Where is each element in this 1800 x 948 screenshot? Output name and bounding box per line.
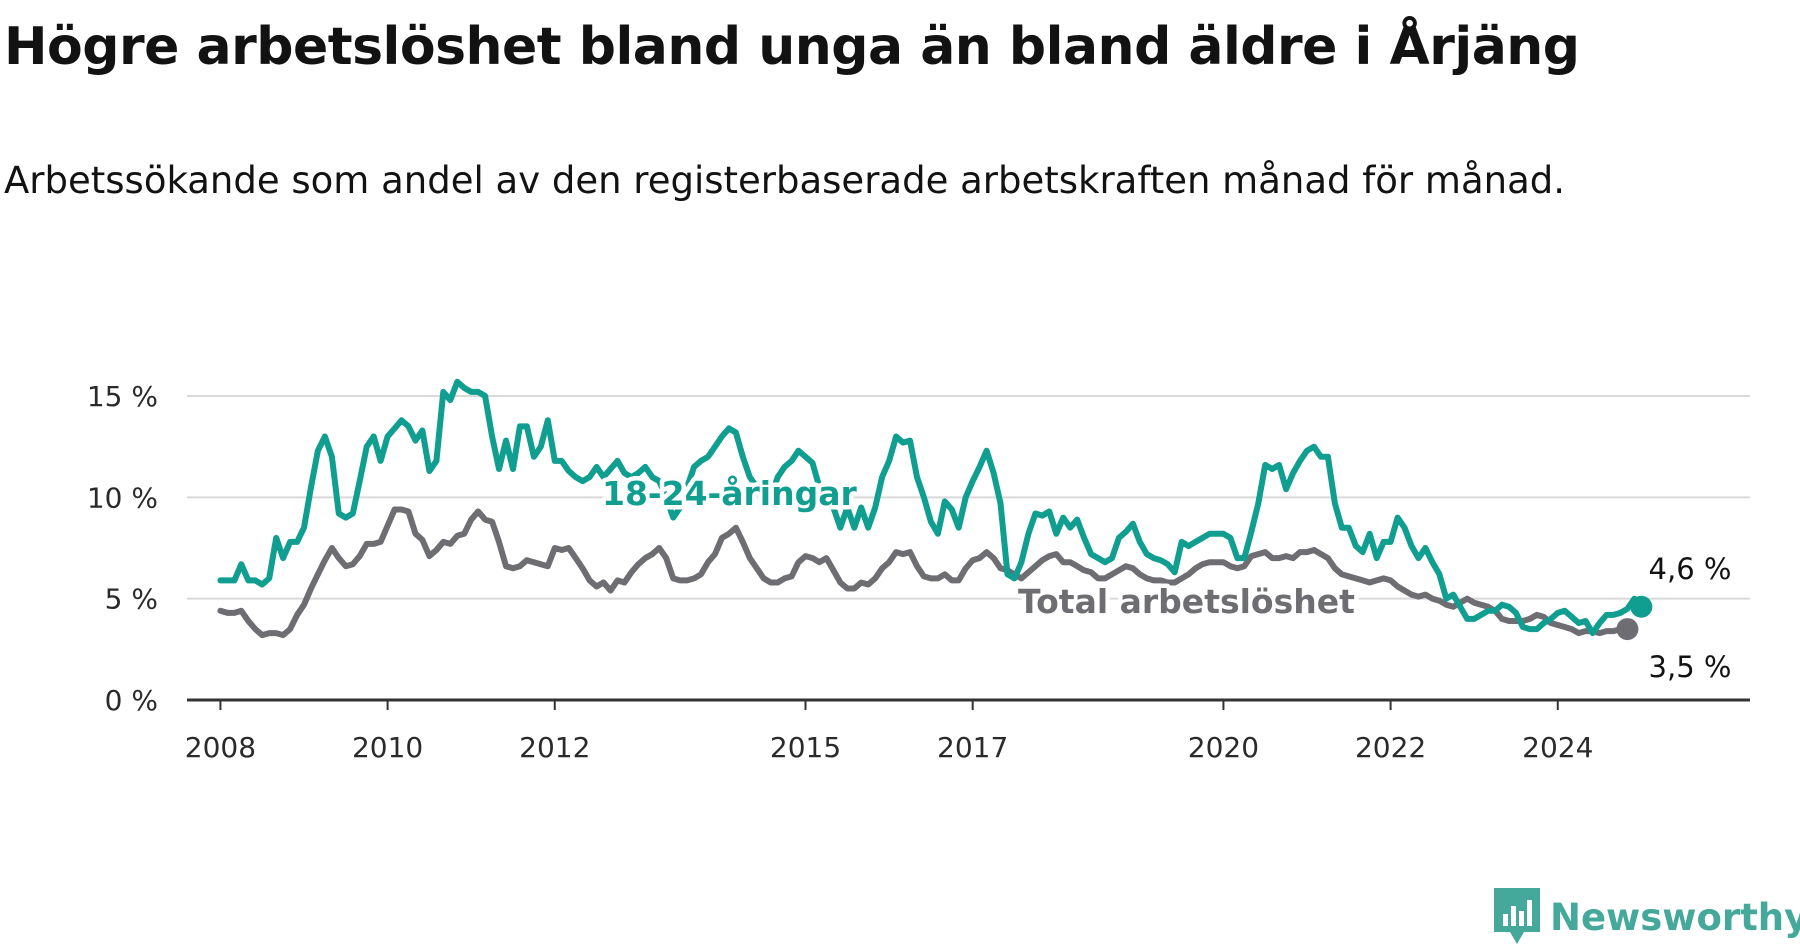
newsworthy-wordmark: Newsworthy (1550, 895, 1800, 939)
axes: 0 % 5 % 10 % 15 % 2008 2010 2012 2015 2017 2020 20… (87, 380, 1750, 764)
series-labels: 18-24-åringar Total arbetslöshet 4,6 % 3,5 … (598, 470, 1732, 685)
y-tick-label: 0 % (105, 684, 158, 717)
chart-title: Högre arbetslöshet bland unga än bland ä… (4, 17, 1580, 77)
x-tick-label: 2008 (185, 731, 256, 764)
end-label-youth: 4,6 % (1649, 552, 1732, 586)
x-tick-label: 2017 (937, 731, 1008, 764)
series-lines (217, 378, 1653, 641)
chart-subtitle: Arbetssökande som andel av den registerb… (4, 159, 1565, 202)
x-tick-label: 2010 (352, 731, 423, 764)
end-point-total (1616, 618, 1639, 641)
end-point-youth (1630, 595, 1653, 618)
x-tick-label: 2015 (770, 731, 841, 764)
y-tick-label: 15 % (87, 380, 158, 413)
y-tick-label: 10 % (87, 481, 158, 514)
newsworthy-logo: Newsworthy (1494, 888, 1800, 946)
newsworthy-chart-icon (1494, 888, 1540, 944)
x-tick-label: 2022 (1355, 731, 1426, 764)
series-label-youth: 18-24-åringar (602, 474, 857, 513)
series-line-youth (217, 378, 1645, 637)
series-label-total: Total arbetslöshet (1018, 582, 1355, 621)
x-tick-label: 2024 (1522, 731, 1593, 764)
end-label-total: 3,5 % (1649, 650, 1732, 684)
x-tick-label: 2020 (1188, 731, 1259, 764)
series-line-total (217, 506, 1631, 639)
x-tick-label: 2012 (519, 731, 590, 764)
y-tick-label: 5 % (105, 583, 158, 616)
